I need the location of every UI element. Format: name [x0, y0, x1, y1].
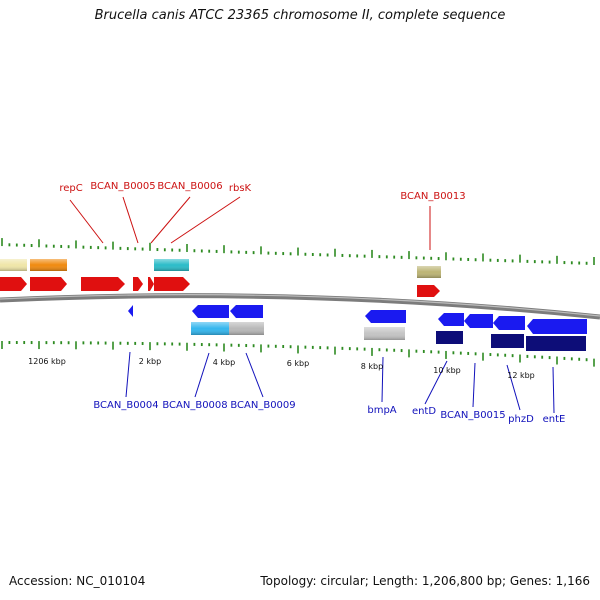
reverse-arrows — [128, 305, 587, 334]
feature-arrow-fwd-7 — [417, 285, 440, 297]
feature-arrow-rev-8 — [527, 319, 587, 334]
leader-line-bcan-b0004 — [125, 351, 131, 398]
feature-arrow-rev-3 — [230, 305, 263, 318]
chromosome-backbone — [0, 293, 600, 320]
scale-label-2kbp: 2 kbp — [139, 357, 161, 366]
leader-line-entd — [424, 360, 448, 405]
gene-label-bcan-b0008: BCAN_B0008 — [162, 400, 227, 411]
gene-label-bmpa: bmpA — [367, 405, 396, 416]
feature-orange-shade — [30, 259, 67, 271]
leader-line-bcan-b0008 — [194, 352, 210, 398]
reverse-gene-labels: BCAN_B0004 BCAN_B0008 BCAN_B0009 bmpA en… — [93, 400, 565, 425]
forward-gene-labels: repC BCAN_B0005 BCAN_B0006 rbsK BCAN_B00… — [59, 181, 465, 202]
feature-gray-2-shade — [364, 327, 405, 340]
feature-arrow-fwd-4 — [133, 277, 143, 291]
reverse-leader-lines — [125, 351, 555, 414]
feature-arrow-fwd-6 — [154, 277, 190, 291]
feature-arrow-rev-5 — [438, 313, 464, 326]
scale-ticks — [1, 238, 595, 367]
topology-summary: Topology: circular; Length: 1,206,800 bp… — [260, 574, 590, 588]
leader-line-repc — [69, 199, 104, 244]
feature-arrow-rev-2 — [192, 305, 229, 318]
scale-label-8kbp: 8 kbp — [361, 362, 383, 371]
leader-line-bcan-b0015 — [472, 362, 476, 408]
scale-labels: 1206 kbp 2 kbp 4 kbp 6 kbp 8 kbp 10 kbp … — [28, 357, 535, 380]
map-title: Brucella canis ATCC 23365 chromosome II,… — [94, 8, 506, 23]
scale-label-4kbp: 4 kbp — [213, 358, 235, 367]
chromosome-backbone-highlight — [0, 294, 600, 317]
gene-label-rbsk: rbsK — [229, 183, 252, 194]
gene-label-entd: entD — [412, 406, 436, 417]
leader-line-rbsk — [170, 196, 241, 244]
feature-teal-shade — [154, 259, 189, 271]
gene-label-ente: entE — [543, 414, 566, 425]
feature-gray-1-shade — [229, 322, 264, 335]
leader-line-bcan-b0006 — [150, 196, 191, 244]
feature-arrow-fwd-1 — [0, 277, 27, 291]
gene-label-bcan-b0015: BCAN_B0015 — [440, 410, 505, 421]
leader-line-bcan-b0005 — [122, 196, 139, 244]
leader-line-ente — [552, 366, 555, 414]
leader-line-phzd — [506, 364, 521, 411]
feature-navy-1 — [436, 331, 463, 344]
feature-navy-2 — [491, 334, 524, 348]
scale-label-12kbp: 12 kbp — [507, 371, 535, 380]
feature-repc-partner-shade — [0, 259, 27, 271]
gene-label-repc: repC — [59, 183, 82, 194]
forward-leader-lines — [69, 196, 431, 250]
feature-arrow-fwd-5 — [148, 277, 154, 291]
scale-label-10kbp: 10 kbp — [433, 366, 461, 375]
leader-line-bmpa — [381, 356, 384, 403]
feature-arrow-fwd-2 — [30, 277, 67, 291]
feature-arrow-rev-1 — [128, 305, 133, 317]
gene-label-bcan-b0006: BCAN_B0006 — [157, 181, 222, 192]
feature-arrow-rev-4 — [365, 310, 406, 323]
feature-navy-3 — [526, 336, 586, 351]
gene-label-bcan-b0005: BCAN_B0005 — [90, 181, 155, 192]
leader-line-bcan-b0009 — [245, 352, 264, 398]
feature-sky-shade — [191, 322, 229, 335]
feature-arrow-rev-6 — [464, 314, 493, 328]
scale-label-1206kbp: 1206 kbp — [28, 357, 66, 366]
feature-arrow-fwd-3 — [81, 277, 125, 291]
gene-label-bcan-b0009: BCAN_B0009 — [230, 400, 295, 411]
scale-label-6kbp: 6 kbp — [287, 359, 309, 368]
gene-label-bcan-b0013: BCAN_B0013 — [400, 191, 465, 202]
accession-text: Accession: NC_010104 — [9, 574, 146, 588]
feature-olive-shade — [417, 266, 441, 278]
gene-label-phzd: phzD — [508, 414, 534, 425]
feature-arrow-rev-7 — [493, 316, 525, 330]
forward-arrows — [0, 277, 440, 297]
gene-label-bcan-b0004: BCAN_B0004 — [93, 400, 158, 411]
